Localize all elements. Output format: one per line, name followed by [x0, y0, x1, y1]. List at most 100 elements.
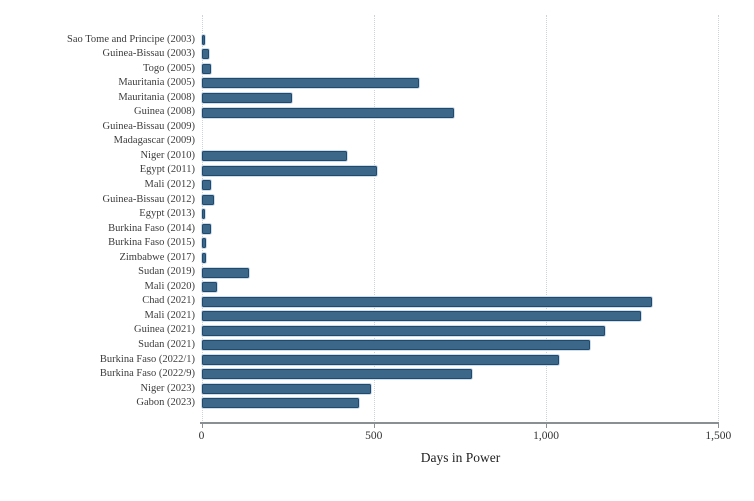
bar	[202, 252, 207, 263]
category-label: Burkina Faso (2022/1)	[99, 353, 195, 365]
bar	[202, 180, 211, 191]
chart-row: Sudan (2019)	[0, 265, 754, 280]
chart-row: Madagascar (2009)	[0, 134, 754, 149]
category-label: Egypt (2013)	[139, 208, 195, 220]
bar	[202, 34, 206, 45]
tick-mark-1500	[718, 424, 720, 428]
bar-track	[202, 76, 754, 91]
gridline-1000	[546, 15, 548, 423]
chart-row: Togo (2005)	[0, 62, 754, 77]
bar	[202, 151, 347, 162]
bar	[202, 383, 371, 394]
chart-row: Guinea (2021)	[0, 323, 754, 338]
category-label: Guinea-Bissau (2009)	[102, 120, 195, 132]
chart-row: Burkina Faso (2022/9)	[0, 367, 754, 382]
category-label: Togo (2005)	[142, 62, 195, 74]
x-axis-title: Days in Power	[420, 450, 501, 465]
bar-track	[202, 120, 754, 135]
bar	[202, 238, 207, 249]
chart-row: Egypt (2013)	[0, 207, 754, 222]
category-label: Mali (2020)	[144, 280, 195, 292]
bar-track	[202, 396, 754, 411]
chart-row: Mali (2012)	[0, 178, 754, 193]
tick-label-0: 0	[198, 430, 205, 442]
category-label: Guinea-Bissau (2003)	[102, 48, 195, 60]
bar	[202, 311, 642, 322]
chart-row: Guinea (2008)	[0, 105, 754, 120]
chart-row: Niger (2010)	[0, 149, 754, 164]
gridline-500	[373, 15, 375, 423]
bar-track	[202, 47, 754, 62]
bar-track	[202, 265, 754, 280]
bar-track	[202, 294, 754, 309]
tick-mark-0	[201, 424, 203, 428]
category-label: Burkina Faso (2022/9)	[99, 368, 195, 380]
chart-row: Guinea-Bissau (2012)	[0, 193, 754, 208]
bar-track	[202, 163, 754, 178]
bar-track	[202, 251, 754, 266]
category-label: Sudan (2021)	[138, 339, 195, 350]
bar-track	[202, 62, 754, 77]
bar-track	[202, 236, 754, 251]
chart-row: Sao Tome and Principe (2003)	[0, 33, 754, 48]
tick-label-1500: 1,500	[705, 430, 732, 442]
category-label: Mali (2021)	[144, 309, 195, 321]
x-axis-line	[200, 422, 719, 424]
chart-row: Mauritania (2008)	[0, 91, 754, 106]
category-label: Zimbabwe (2017)	[119, 251, 195, 263]
bar-track	[202, 323, 754, 338]
chart-row: Egypt (2011)	[0, 163, 754, 178]
bar	[202, 107, 454, 118]
bar	[202, 296, 652, 307]
bar-track	[202, 353, 754, 368]
tick-mark-1000	[546, 424, 548, 428]
category-label: Niger (2023)	[140, 382, 195, 394]
tick-label-500: 500	[365, 430, 383, 442]
bar	[202, 223, 212, 234]
chart-rows: Sao Tome and Principe (2003) Guinea-Bissa…	[0, 33, 754, 411]
chart-row: Mauritania (2005)	[0, 76, 754, 91]
bar-track	[202, 280, 754, 295]
bar	[202, 325, 606, 336]
category-label: Burkina Faso (2014)	[108, 222, 195, 234]
chart-row: Gabon (2023)	[0, 396, 754, 411]
chart-row: Burkina Faso (2022/1)	[0, 353, 754, 368]
category-label: Guinea (2021)	[134, 324, 195, 336]
bar	[202, 165, 378, 176]
chart-row: Niger (2023)	[0, 382, 754, 397]
bar	[202, 49, 209, 60]
category-label: Mali (2012)	[144, 178, 195, 190]
category-label: Guinea (2008)	[134, 106, 195, 118]
bar-track	[202, 149, 754, 164]
category-label: Niger (2010)	[140, 149, 195, 161]
bar	[202, 354, 559, 365]
bar-track	[202, 222, 754, 237]
tick-label-1000: 1,000	[533, 430, 559, 442]
category-label: Mauritania (2005)	[118, 77, 195, 89]
chart-row: Guinea-Bissau (2009)	[0, 120, 754, 135]
category-label: Gabon (2023)	[136, 397, 195, 409]
bar-track	[202, 309, 754, 324]
chart-row: Sudan (2021)	[0, 338, 754, 353]
category-label: Chad (2021)	[142, 295, 195, 307]
bar-track	[202, 178, 754, 193]
bar-track	[202, 382, 754, 397]
gridline-1500	[718, 15, 720, 423]
category-label: Sudan (2019)	[138, 266, 195, 278]
chart-row: Burkina Faso (2014)	[0, 222, 754, 237]
tick-mark-500	[373, 424, 375, 428]
category-label: Guinea-Bissau (2012)	[102, 193, 195, 205]
bar-track	[202, 134, 754, 149]
bar	[202, 194, 215, 205]
bar	[202, 92, 292, 103]
category-label: Madagascar (2009)	[113, 135, 195, 147]
bar	[202, 369, 473, 380]
bar	[202, 282, 218, 293]
bar-track	[202, 33, 754, 48]
bar-track	[202, 338, 754, 353]
bar	[202, 267, 249, 278]
bar-track	[202, 193, 754, 208]
bar-track	[202, 105, 754, 120]
chart-row: Mali (2020)	[0, 280, 754, 295]
